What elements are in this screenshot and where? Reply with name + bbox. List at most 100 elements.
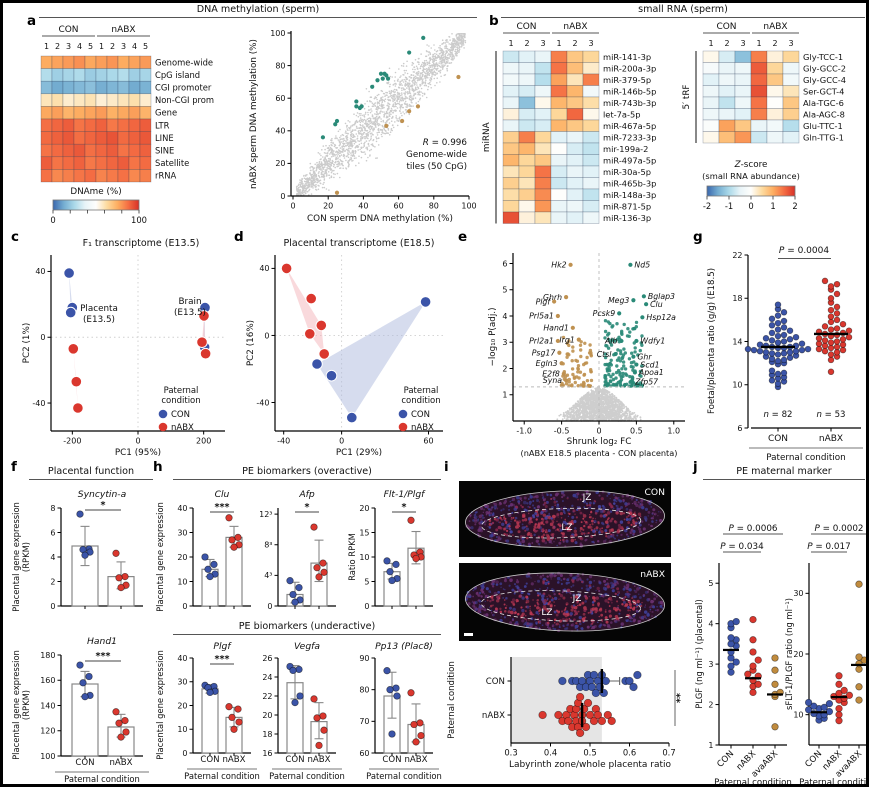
plot-title: Hand1: [87, 636, 117, 647]
legend-marker: [398, 422, 408, 432]
category-label: nABX: [109, 758, 132, 768]
y-tick-label: 20: [275, 159, 285, 168]
heatmap-cell: [534, 50, 552, 63]
heatmap-side-label: miRNA: [482, 122, 492, 152]
heatmap-cell: [51, 106, 64, 120]
y-tick-label: 0: [182, 749, 187, 758]
gene-point: [629, 379, 634, 384]
legend-tick-label: -2: [703, 201, 711, 211]
heatmap-cell: [566, 108, 584, 121]
heatmap-cell: [718, 131, 736, 144]
sig-stars: *: [402, 502, 407, 513]
heatmap-cell: [73, 131, 86, 145]
category-label: CON: [486, 677, 505, 687]
heatmap-cell: [566, 211, 584, 224]
data-point: [76, 661, 84, 669]
heatmap-row-label: Ala-TGC-6: [803, 98, 844, 108]
plot-title: Plgf: [213, 641, 232, 652]
heatmap-col-number: 5: [143, 42, 148, 51]
heatmap-cell: [51, 118, 64, 132]
data-point: [727, 654, 735, 662]
heatmap-cell: [534, 85, 552, 98]
gene-point: [570, 325, 575, 330]
data-point: [833, 325, 841, 332]
y-tick-label: 0: [264, 331, 269, 340]
x-tick-label: 0.6: [623, 748, 636, 758]
scale-bar: [464, 633, 473, 636]
data-point: [768, 367, 776, 374]
data-point: [121, 572, 129, 581]
data-point: [792, 333, 800, 341]
gene-label: Meg3: [608, 296, 629, 305]
cluster-label: Placenta: [80, 304, 118, 314]
data-point: [198, 310, 210, 322]
heatmap-cell: [782, 108, 800, 121]
heatmap-row-label: Gly-GCC-2: [803, 63, 846, 73]
heatmap-cell: [518, 188, 536, 201]
heatmap-col-number: 1: [556, 39, 561, 48]
gene-label: Alb: [604, 337, 617, 346]
data-point: [79, 679, 87, 687]
data-point: [786, 327, 794, 334]
gene-label: Prl2a1: [529, 337, 554, 346]
gene-point: [559, 361, 564, 366]
heatmap-cell: [117, 55, 130, 69]
gene-label: Ghrh: [543, 293, 562, 302]
heatmap-col-number: 3: [588, 39, 593, 48]
y-tick-label: 70: [359, 717, 369, 726]
data-point: [407, 109, 412, 114]
data-point: [234, 533, 242, 542]
data-point: [320, 568, 328, 576]
x-tick-label: 0: [339, 437, 344, 446]
x-tick-label: 100: [461, 202, 476, 211]
y-tick-label: 140: [40, 701, 55, 710]
heatmap-cell: [550, 96, 568, 109]
data-point: [234, 705, 242, 713]
heatmap-cell: [40, 156, 53, 170]
data-point: [315, 319, 328, 332]
sig-stars: ***: [96, 651, 111, 662]
heatmap-cell: [734, 96, 752, 109]
heatmap-cell: [51, 55, 64, 69]
heatmap-cell: [73, 93, 86, 107]
data-point: [583, 698, 593, 708]
data-point: [833, 310, 841, 317]
data-point: [827, 339, 835, 346]
y-tick-label: 6: [737, 424, 742, 433]
data-point: [375, 78, 380, 83]
heatmap-cell: [734, 131, 752, 144]
y-axis-label: (RPKM): [21, 542, 31, 572]
heatmap-cell: [782, 119, 800, 132]
data-point: [410, 720, 418, 729]
heatmap-cell: [782, 73, 800, 86]
data-point: [412, 738, 420, 746]
heatmap-row-label: miR-141-3p: [603, 52, 651, 62]
gene-point: [617, 311, 622, 316]
data-point: [67, 343, 80, 355]
data-point: [558, 676, 567, 686]
y-tick-label: 5: [708, 579, 713, 588]
y-tick-label: 60: [275, 94, 285, 103]
heatmap-cell: [139, 80, 152, 95]
data-point: [749, 662, 757, 670]
gene-label: Nd5: [634, 261, 650, 270]
y-tick-label: 2: [50, 577, 55, 586]
heatmap-cell: [518, 108, 536, 121]
x-tick-label: 200: [196, 437, 211, 446]
heatmap-row-label: Gene: [155, 108, 177, 118]
data-point: [70, 375, 83, 388]
x-axis-label: (nABX E18.5 placenta - CON placenta): [521, 448, 678, 458]
heatmap-cell: [73, 68, 86, 82]
data-point: [603, 710, 612, 720]
heatmap-cell: [106, 106, 119, 120]
data-point: [833, 343, 841, 351]
y-tick-label: -40: [32, 399, 45, 408]
legend-tick-label: -1: [725, 201, 733, 211]
x-tick-label: 0.4: [544, 748, 557, 758]
heatmap-cell: [750, 131, 768, 144]
data-point: [820, 703, 828, 712]
plot-title: Placental transcriptome (E18.5): [284, 238, 435, 249]
heatmap-cell: [518, 85, 536, 98]
heatmap-cell: [62, 169, 75, 183]
heatmap-row-label: Ser-GCT-4: [803, 86, 844, 96]
